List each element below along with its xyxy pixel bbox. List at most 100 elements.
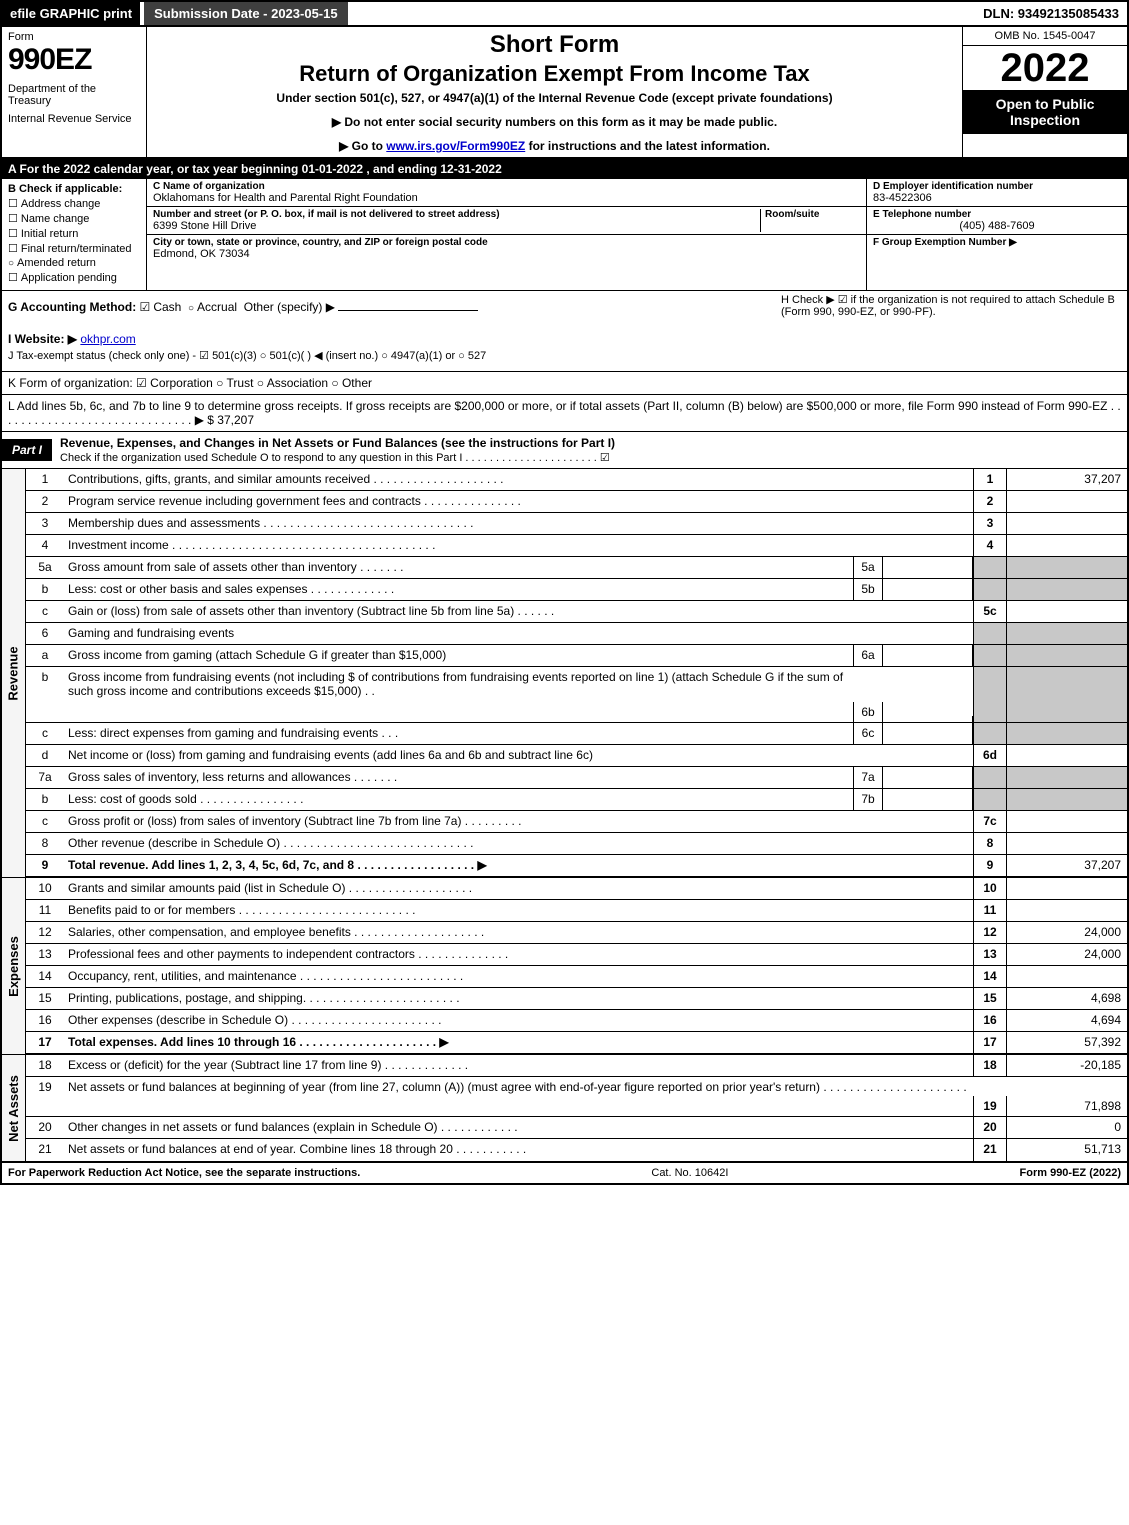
line-15: 15Printing, publications, postage, and s… xyxy=(26,988,1127,1010)
c-city-label: City or town, state or province, country… xyxy=(153,237,860,248)
line-7b: bLess: cost of goods sold . . . . . . . … xyxy=(26,789,1127,811)
line-5b: bLess: cost or other basis and sales exp… xyxy=(26,579,1127,601)
g-label: G Accounting Method: xyxy=(8,300,136,314)
form-990ez: efile GRAPHIC print Submission Date - 20… xyxy=(0,0,1129,1185)
org-street: 6399 Stone Hill Drive xyxy=(153,220,760,232)
line-10: 10Grants and similar amounts paid (list … xyxy=(26,878,1127,900)
line-11: 11Benefits paid to or for members . . . … xyxy=(26,900,1127,922)
part1-tab: Part I xyxy=(2,439,52,461)
note-link: ▶ Go to www.irs.gov/Form990EZ for instru… xyxy=(153,139,956,153)
row-h: H Check ▶ ☑ if the organization is not r… xyxy=(781,293,1121,318)
title-return: Return of Organization Exempt From Incom… xyxy=(153,61,956,87)
org-name: Oklahomans for Health and Parental Right… xyxy=(153,192,860,204)
line-21: 21Net assets or fund balances at end of … xyxy=(26,1139,1127,1161)
chk-amended-return[interactable]: Amended return xyxy=(8,257,140,269)
dln: DLN: 93492135085433 xyxy=(975,2,1127,25)
part1-check-note: Check if the organization used Schedule … xyxy=(60,452,610,464)
i-label: I Website: ▶ xyxy=(8,332,77,346)
c-name-label: C Name of organization xyxy=(153,181,860,192)
expenses-vlabel: Expenses xyxy=(2,878,26,1054)
section-def: D Employer identification number 83-4522… xyxy=(867,179,1127,290)
note-link-pre: ▶ Go to xyxy=(339,139,386,153)
header-center: Short Form Return of Organization Exempt… xyxy=(147,27,962,157)
d-ein: D Employer identification number 83-4522… xyxy=(867,179,1127,207)
line-8: 8Other revenue (describe in Schedule O) … xyxy=(26,833,1127,855)
section-ghij: H Check ▶ ☑ if the organization is not r… xyxy=(2,291,1127,372)
chk-application-pending[interactable]: Application pending xyxy=(8,271,140,284)
section-b: B Check if applicable: Address change Na… xyxy=(2,179,147,290)
website-link[interactable]: okhpr.com xyxy=(80,332,135,346)
line-16: 16Other expenses (describe in Schedule O… xyxy=(26,1010,1127,1032)
line-3: 3Membership dues and assessments . . . .… xyxy=(26,513,1127,535)
line-6b: bGross income from fundraising events (n… xyxy=(26,667,1127,723)
inspect-line1: Open to Public xyxy=(967,96,1123,112)
g-other: Other (specify) ▶ xyxy=(244,300,335,314)
org-city: Edmond, OK 73034 xyxy=(153,248,860,260)
open-inspection: Open to Public Inspection xyxy=(963,90,1127,134)
line-6a: aGross income from gaming (attach Schedu… xyxy=(26,645,1127,667)
chk-name-change[interactable]: Name change xyxy=(8,212,140,225)
row-l: L Add lines 5b, 6c, and 7b to line 9 to … xyxy=(2,395,1127,432)
row-a-calendar-year: A For the 2022 calendar year, or tax yea… xyxy=(2,159,1127,179)
line-12: 12Salaries, other compensation, and empl… xyxy=(26,922,1127,944)
e-phone: E Telephone number (405) 488-7609 xyxy=(867,207,1127,235)
submission-date: Submission Date - 2023-05-15 xyxy=(144,2,348,25)
chk-cash[interactable] xyxy=(140,300,154,314)
topbar: efile GRAPHIC print Submission Date - 20… xyxy=(2,2,1127,27)
line-14: 14Occupancy, rent, utilities, and mainte… xyxy=(26,966,1127,988)
part1-header: Part I Revenue, Expenses, and Changes in… xyxy=(2,432,1127,469)
footer-center: Cat. No. 10642I xyxy=(360,1167,1019,1179)
omb-number: OMB No. 1545-0047 xyxy=(963,27,1127,46)
irs-link[interactable]: www.irs.gov/Form990EZ xyxy=(386,139,525,153)
row-l-amount: 37,207 xyxy=(217,413,254,427)
form-word: Form xyxy=(8,31,140,43)
expenses-block: Expenses 10Grants and similar amounts pa… xyxy=(2,877,1127,1054)
efile-print-label[interactable]: efile GRAPHIC print xyxy=(2,2,140,25)
line-18: 18Excess or (deficit) for the year (Subt… xyxy=(26,1055,1127,1077)
line-17: 17Total expenses. Add lines 10 through 1… xyxy=(26,1032,1127,1054)
revenue-vlabel: Revenue xyxy=(2,469,26,877)
netassets-block: Net Assets 18Excess or (deficit) for the… xyxy=(2,1054,1127,1161)
row-k: K Form of organization: ☑ Corporation ○ … xyxy=(2,372,1127,395)
line-2: 2Program service revenue including gover… xyxy=(26,491,1127,513)
chk-final-return[interactable]: Final return/terminated xyxy=(8,242,140,255)
subtitle: Under section 501(c), 527, or 4947(a)(1)… xyxy=(153,91,956,105)
chk-initial-return[interactable]: Initial return xyxy=(8,227,140,240)
revenue-lines: 1Contributions, gifts, grants, and simil… xyxy=(26,469,1127,877)
d-label: D Employer identification number xyxy=(873,181,1121,192)
section-bcdef: B Check if applicable: Address change Na… xyxy=(2,179,1127,291)
c-name-row: C Name of organization Oklahomans for He… xyxy=(147,179,866,207)
form-header: Form 990EZ Department of the Treasury In… xyxy=(2,27,1127,159)
title-short-form: Short Form xyxy=(153,31,956,59)
netassets-lines: 18Excess or (deficit) for the year (Subt… xyxy=(26,1055,1127,1161)
netassets-vlabel: Net Assets xyxy=(2,1055,26,1161)
line-5a: 5aGross amount from sale of assets other… xyxy=(26,557,1127,579)
header-left: Form 990EZ Department of the Treasury In… xyxy=(2,27,147,157)
note-link-post: for instructions and the latest informat… xyxy=(525,139,770,153)
part1-title: Revenue, Expenses, and Changes in Net As… xyxy=(52,432,1127,468)
line-4: 4Investment income . . . . . . . . . . .… xyxy=(26,535,1127,557)
g-other-field[interactable] xyxy=(338,310,478,311)
phone-value: (405) 488-7609 xyxy=(873,220,1121,232)
line-5c: cGain or (loss) from sale of assets othe… xyxy=(26,601,1127,623)
line-7a: 7aGross sales of inventory, less returns… xyxy=(26,767,1127,789)
row-j: J Tax-exempt status (check only one) - ☑… xyxy=(8,349,1121,362)
c-street-label: Number and street (or P. O. box, if mail… xyxy=(153,209,760,220)
line-6d: dNet income or (loss) from gaming and fu… xyxy=(26,745,1127,767)
line-1: 1Contributions, gifts, grants, and simil… xyxy=(26,469,1127,491)
f-label: F Group Exemption Number ▶ xyxy=(873,237,1121,248)
note-ssn: ▶ Do not enter social security numbers o… xyxy=(153,115,956,129)
footer-left: For Paperwork Reduction Act Notice, see … xyxy=(8,1167,360,1179)
page-footer: For Paperwork Reduction Act Notice, see … xyxy=(2,1161,1127,1183)
dept-irs: Internal Revenue Service xyxy=(8,113,140,125)
line-20: 20Other changes in net assets or fund ba… xyxy=(26,1117,1127,1139)
e-label: E Telephone number xyxy=(873,209,1121,220)
row-l-text: L Add lines 5b, 6c, and 7b to line 9 to … xyxy=(8,399,1121,427)
header-right: OMB No. 1545-0047 2022 Open to Public In… xyxy=(962,27,1127,157)
line-7c: cGross profit or (loss) from sales of in… xyxy=(26,811,1127,833)
chk-address-change[interactable]: Address change xyxy=(8,197,140,210)
inspect-line2: Inspection xyxy=(967,112,1123,128)
chk-accrual[interactable] xyxy=(188,300,197,314)
line-9: 9Total revenue. Add lines 1, 2, 3, 4, 5c… xyxy=(26,855,1127,877)
line-19: 19Net assets or fund balances at beginni… xyxy=(26,1077,1127,1117)
